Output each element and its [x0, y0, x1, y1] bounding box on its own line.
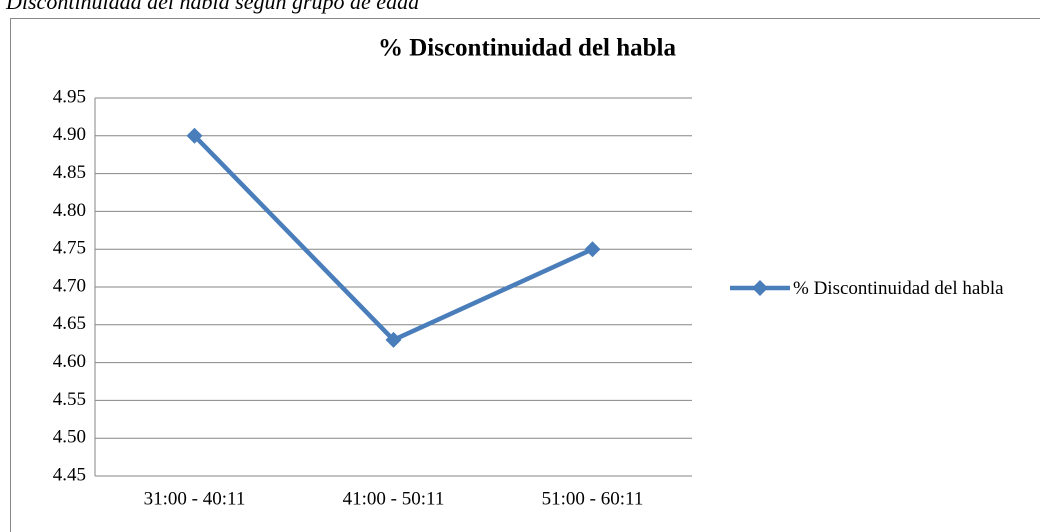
chart-frame	[10, 18, 1040, 532]
y-tick-label: 4.50	[53, 427, 86, 448]
y-tick-label: 4.85	[53, 162, 86, 183]
x-tick-label: 31:00 - 40:11	[144, 488, 246, 509]
y-tick-label: 4.55	[53, 389, 86, 410]
x-tick-label: 41:00 - 50:11	[343, 488, 445, 509]
caption: Discontinuidad del habla según grupo de …	[5, 0, 420, 14]
marker	[186, 127, 203, 144]
marker	[385, 331, 402, 348]
x-tick-label: 51:00 - 60:11	[542, 488, 644, 509]
legend-marker	[752, 280, 768, 296]
y-tick-label: 4.60	[53, 351, 86, 372]
chart-title: % Discontinuidad del habla	[378, 35, 677, 62]
y-tick-label: 4.75	[53, 238, 86, 259]
y-tick-label: 4.70	[53, 275, 86, 296]
marker	[584, 241, 601, 258]
y-tick-label: 4.90	[53, 124, 86, 145]
legend-label: % Discontinuidad del habla	[793, 278, 1004, 299]
y-tick-label: 4.80	[53, 200, 86, 221]
y-tick-label: 4.95	[53, 86, 86, 107]
y-tick-label: 4.65	[53, 313, 86, 334]
y-tick-label: 4.45	[53, 464, 86, 485]
